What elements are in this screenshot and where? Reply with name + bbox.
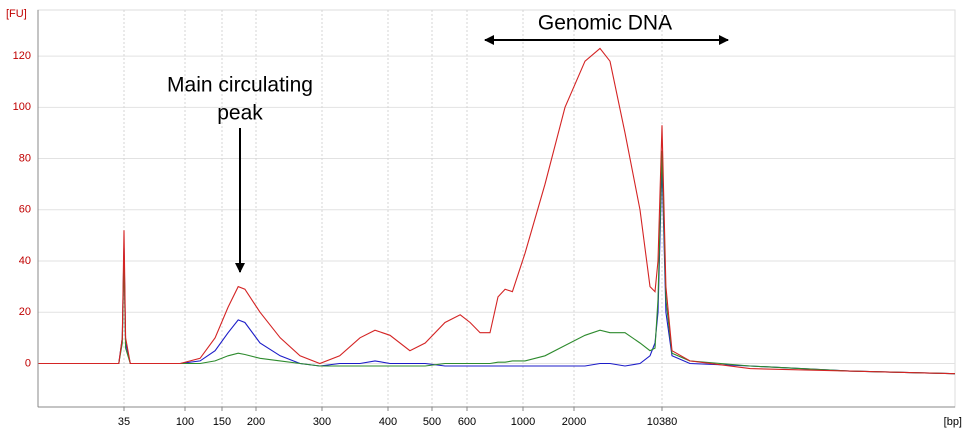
series-line: [38, 150, 956, 375]
y-tick-label: 80: [19, 152, 31, 164]
x-tick-label: 150: [213, 416, 231, 428]
x-tick-label: 200: [247, 416, 265, 428]
y-tick-label: 40: [19, 255, 31, 267]
series-line: [38, 47, 956, 375]
annotation: Genomic DNA: [538, 12, 672, 35]
x-tick-label: 2000: [562, 416, 586, 428]
y-tick-label: 20: [19, 306, 31, 318]
x-tick-label: 1000: [511, 416, 535, 428]
x-tick-label: 35: [118, 416, 130, 428]
y-tick-label: 100: [13, 101, 31, 113]
x-axis-label: [bp]: [944, 416, 962, 428]
x-tick-label: 500: [423, 416, 441, 428]
y-axis-label: [FU]: [6, 8, 27, 20]
x-tick-label: 100: [176, 416, 194, 428]
y-tick-label: 60: [19, 204, 31, 216]
lines: [38, 47, 956, 375]
x-tick-label: 600: [458, 416, 476, 428]
x-tick-label: 300: [313, 416, 331, 428]
x-tick-label: 10380: [647, 416, 678, 428]
annotation: peak: [217, 102, 263, 125]
plot-area: [37, 9, 956, 408]
grid: [38, 10, 955, 407]
y-tick-label: 120: [13, 50, 31, 62]
x-tick-label: 400: [379, 416, 397, 428]
annotation: Main circulating: [167, 74, 313, 97]
y-tick-label: 0: [25, 357, 31, 369]
